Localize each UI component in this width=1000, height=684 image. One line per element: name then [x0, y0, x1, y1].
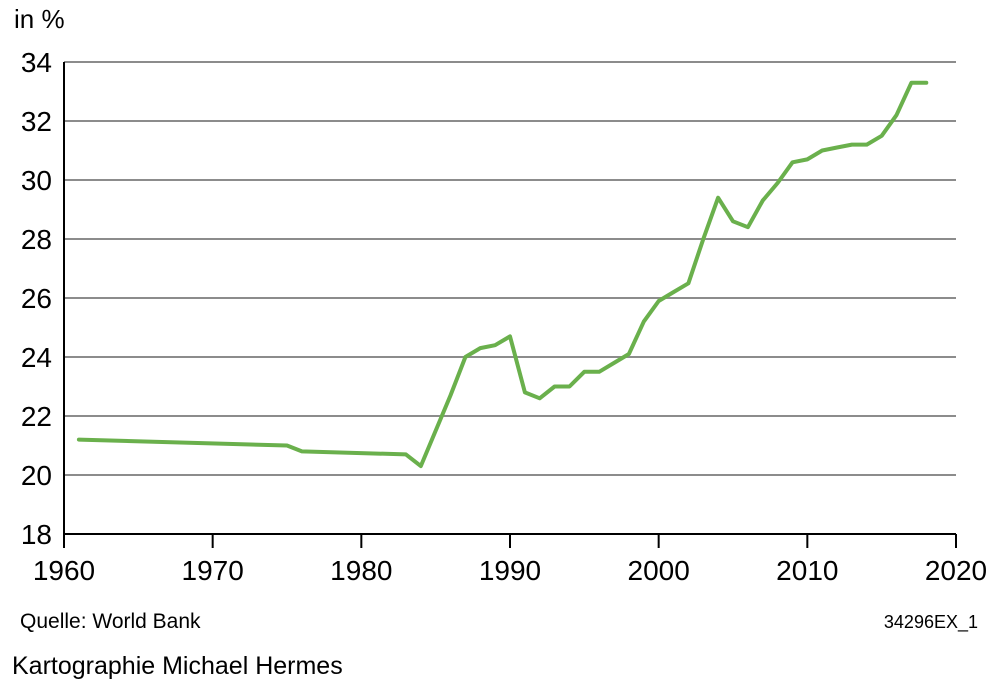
x-tick-label-2020: 2020	[925, 555, 987, 586]
y-tick-label-24: 24	[21, 342, 52, 373]
y-tick-label-22: 22	[21, 401, 52, 432]
y-tick-label-26: 26	[21, 283, 52, 314]
source-note: Quelle: World Bank	[20, 610, 201, 633]
x-tick-label-1990: 1990	[479, 555, 541, 586]
y-tick-label-34: 34	[21, 47, 52, 78]
figure-code: 34296EX_1	[883, 612, 978, 632]
y-tick-label-32: 32	[21, 106, 52, 137]
y-tick-label-18: 18	[21, 519, 52, 550]
y-axis-label: in %	[14, 4, 65, 34]
y-tick-label-20: 20	[21, 460, 52, 491]
x-tick-label-2010: 2010	[776, 555, 838, 586]
series-line-0	[76, 80, 929, 469]
y-tick-label-30: 30	[21, 165, 52, 196]
y-tick-label-28: 28	[21, 224, 52, 255]
credit-line: Kartographie Michael Hermes	[12, 652, 343, 680]
x-tick-label-1970: 1970	[182, 555, 244, 586]
x-tick-label-1980: 1980	[330, 555, 392, 586]
x-tick-label-2000: 2000	[628, 555, 690, 586]
x-tick-label-1960: 1960	[33, 555, 95, 586]
